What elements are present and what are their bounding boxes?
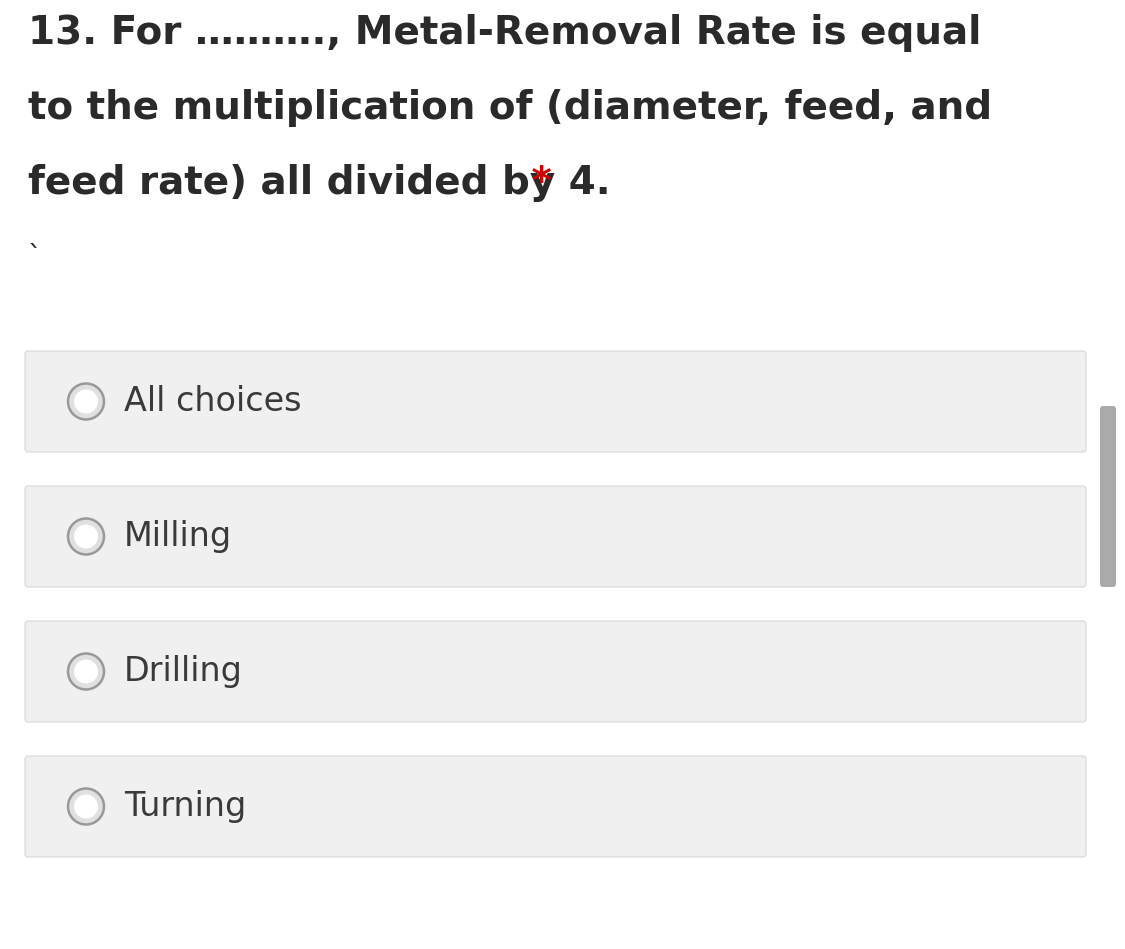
Text: 13. For ………., Metal-Removal Rate is equal: 13. For ………., Metal-Removal Rate is equa…	[28, 14, 981, 52]
Circle shape	[74, 525, 98, 549]
Circle shape	[68, 383, 104, 419]
Text: feed rate) all divided by 4.: feed rate) all divided by 4.	[28, 164, 611, 202]
Circle shape	[68, 654, 104, 690]
FancyBboxPatch shape	[25, 486, 1086, 587]
FancyBboxPatch shape	[25, 621, 1086, 722]
Text: All choices: All choices	[124, 385, 302, 418]
Text: Milling: Milling	[124, 520, 232, 553]
FancyBboxPatch shape	[25, 351, 1086, 452]
Text: `: `	[28, 244, 42, 272]
Circle shape	[68, 518, 104, 554]
Circle shape	[74, 794, 98, 818]
Circle shape	[74, 660, 98, 683]
Text: *: *	[518, 164, 551, 202]
Text: Drilling: Drilling	[124, 655, 243, 688]
FancyBboxPatch shape	[1100, 406, 1116, 587]
Text: Turning: Turning	[124, 790, 246, 823]
Text: to the multiplication of (diameter, feed, and: to the multiplication of (diameter, feed…	[28, 89, 992, 127]
Circle shape	[74, 389, 98, 414]
Circle shape	[68, 789, 104, 825]
FancyBboxPatch shape	[25, 756, 1086, 857]
